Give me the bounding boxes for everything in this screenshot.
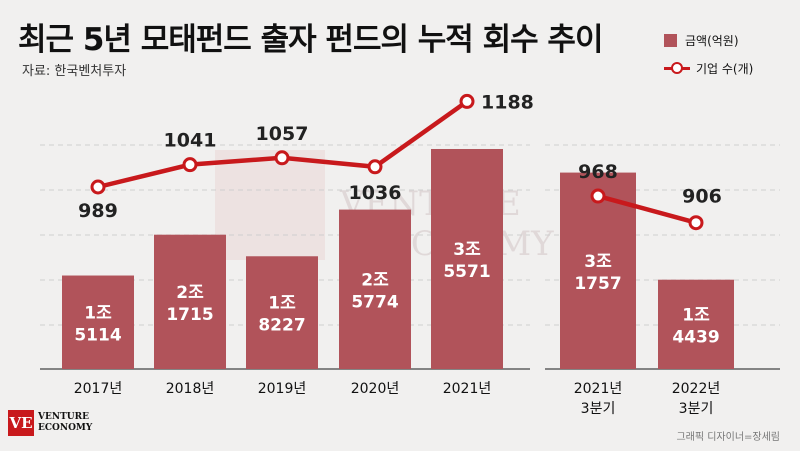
category-label: 2019년 [258, 381, 307, 397]
category-label: 2021년 [574, 381, 623, 397]
line-point [590, 188, 606, 204]
watermark-mark [215, 150, 325, 260]
category-label: 2022년 [672, 381, 721, 397]
logo-line-2: ECONOMY [38, 423, 93, 433]
bar-value-label: 1조 [268, 294, 296, 314]
logo-text: VENTURE ECONOMY [38, 412, 92, 434]
publisher-logo: VE VENTURE ECONOMY [8, 410, 92, 436]
bar-value-label: 1조 [84, 303, 112, 323]
line-point [274, 150, 290, 166]
line-point [182, 157, 198, 173]
bar-value-label: 3조 [453, 240, 481, 260]
line-point [90, 179, 106, 195]
line-value-label: 1041 [164, 130, 217, 152]
category-label: 2020년 [351, 381, 400, 397]
bar [560, 172, 636, 369]
legend-item-amount: 금액(억원) [664, 30, 753, 50]
bar-value-label: 8227 [258, 316, 305, 336]
bar-value-label: 5571 [443, 262, 490, 282]
line-value-label: 1188 [481, 91, 534, 113]
line-value-label: 968 [578, 161, 618, 183]
bar-value-label: 1757 [574, 274, 621, 294]
line-point [688, 215, 704, 231]
bar-value-label: 1조 [682, 305, 710, 325]
line-value-label: 1057 [256, 123, 309, 145]
line-point [367, 159, 383, 175]
line-value-label: 989 [78, 200, 118, 222]
bar-value-label: 1715 [166, 305, 213, 325]
logo-mark: VE [8, 410, 34, 436]
bar-swatch-icon [664, 33, 677, 47]
bar [431, 148, 503, 369]
bar-value-label: 3조 [584, 252, 612, 272]
designer-credit: 그래픽 디자이너=장세림 [676, 432, 780, 443]
line-value-label: 1036 [349, 182, 402, 204]
legend-item-companies: 기업 수(개) [664, 58, 753, 78]
category-label: 2021년 [443, 381, 492, 397]
source-note: 자료: 한국벤처투자 [22, 64, 127, 79]
legend-label-companies: 기업 수(개) [696, 61, 754, 76]
bar-value-label: 2조 [361, 270, 389, 290]
category-label: 2017년 [74, 381, 123, 397]
logo-line-1: VENTURE [38, 412, 89, 422]
bar [62, 275, 134, 369]
line-value-label: 906 [682, 186, 722, 208]
bar-value-label: 4439 [672, 327, 719, 347]
companies-line [597, 193, 697, 225]
bar-value-label: 2조 [176, 283, 204, 303]
category-label: 3분기 [581, 401, 616, 417]
line-marker-icon [664, 61, 690, 75]
category-label: 3분기 [679, 401, 714, 417]
line-point [459, 93, 475, 109]
legend-label-amount: 금액(억원) [685, 33, 739, 48]
bar [154, 234, 226, 369]
legend: 금액(억원) 기업 수(개) [664, 30, 753, 86]
chart-title: 최근 5년 모태펀드 출자 펀드의 누적 회수 추이 [18, 22, 603, 58]
bar-value-label: 5774 [351, 292, 398, 312]
category-label: 2018년 [166, 381, 215, 397]
bar [246, 256, 318, 369]
bar [339, 209, 411, 369]
bar [658, 279, 734, 369]
bar-value-label: 5114 [74, 325, 121, 345]
